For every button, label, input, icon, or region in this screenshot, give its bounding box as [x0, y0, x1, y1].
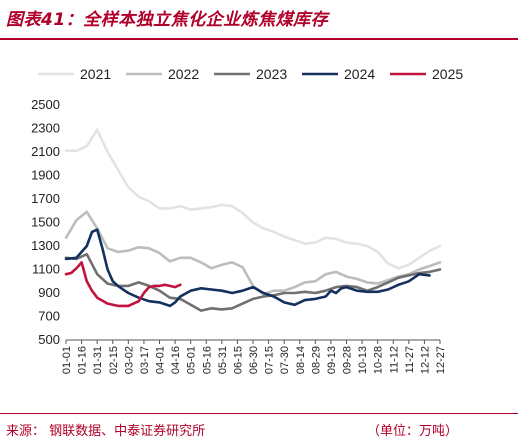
x-tick-label: 06-30 — [248, 346, 260, 374]
unit-note: （单位：万吨） — [366, 424, 458, 439]
x-tick-label: 08-14 — [295, 346, 307, 374]
y-tick-label: 1100 — [32, 262, 60, 277]
x-tick-label: 01-16 — [77, 346, 89, 374]
x-tick-label: 07-30 — [279, 346, 291, 374]
x-tick-label: 12-27 — [435, 346, 447, 374]
source-note: 来源： 钢联数据、中泰证券研究所 — [6, 424, 206, 439]
x-tick-label: 12-12 — [419, 346, 431, 374]
x-tick-label: 05-31 — [217, 346, 229, 374]
x-tick-label: 08-29 — [310, 346, 322, 374]
x-tick-label: 03-17 — [139, 346, 151, 374]
x-tick-label: 07-15 — [264, 346, 276, 374]
y-tick-label: 1900 — [31, 168, 60, 183]
legend-label-2025: 2025 — [432, 66, 463, 82]
series-line-2025 — [64, 261, 182, 308]
source-divider — [0, 413, 518, 414]
line-chart: 2021 2022 2023 2024 2025 500 700 900 1100 1300 15… — [31, 66, 463, 374]
x-tick-label: 04-01 — [155, 346, 167, 374]
x-tick-label: 09-28 — [342, 346, 354, 374]
y-tick-label: 2500 — [31, 97, 60, 112]
y-tick-label: 2300 — [31, 121, 60, 136]
x-tick-label: 04-16 — [170, 346, 182, 374]
legend-label-2021: 2021 — [80, 66, 111, 82]
y-axis: 500 700 900 1100 1300 1500 1700 1900 2100 2300 250… — [31, 97, 60, 347]
series-line-2024 — [64, 228, 431, 308]
y-tick-label: 2100 — [31, 144, 60, 159]
y-tick-label: 1700 — [31, 191, 60, 206]
x-tick-label: 03-02 — [123, 346, 135, 374]
x-tick-label: 11-27 — [404, 346, 416, 373]
x-axis: 01-01 01-16 01-31 02-15 03-02 03-17 04-01 04-16… — [61, 339, 447, 374]
x-tick-label: 11-12 — [388, 346, 400, 373]
x-tick-label: 02-15 — [108, 346, 120, 374]
chart-title: 图表41：全样本独立焦化企业炼焦煤库存 — [6, 10, 329, 30]
legend-label-2024: 2024 — [344, 66, 375, 82]
x-tick-label: 05-01 — [186, 346, 198, 374]
y-tick-label: 1300 — [31, 238, 60, 253]
y-tick-label: 500 — [38, 332, 60, 347]
x-tick-label: 09-13 — [326, 346, 338, 374]
title-divider — [0, 38, 518, 40]
y-tick-label: 700 — [38, 309, 60, 324]
series-line-2022 — [64, 210, 442, 296]
x-tick-label: 01-31 — [92, 346, 104, 374]
x-tick-label: 05-16 — [201, 346, 213, 374]
legend-label-2022: 2022 — [168, 66, 199, 82]
legend: 2021 2022 2023 2024 2025 — [38, 66, 463, 82]
series-line-2021 — [64, 128, 442, 270]
y-tick-label: 900 — [38, 285, 60, 300]
x-tick-label: 06-15 — [232, 346, 244, 374]
legend-label-2023: 2023 — [256, 66, 287, 82]
x-tick-label: 10-13 — [357, 346, 369, 374]
series-line-2023 — [64, 252, 442, 312]
x-tick-label: 10-28 — [373, 346, 385, 374]
x-tick-label: 01-01 — [61, 346, 73, 374]
y-tick-label: 1500 — [31, 215, 60, 230]
plot-area — [64, 128, 442, 312]
